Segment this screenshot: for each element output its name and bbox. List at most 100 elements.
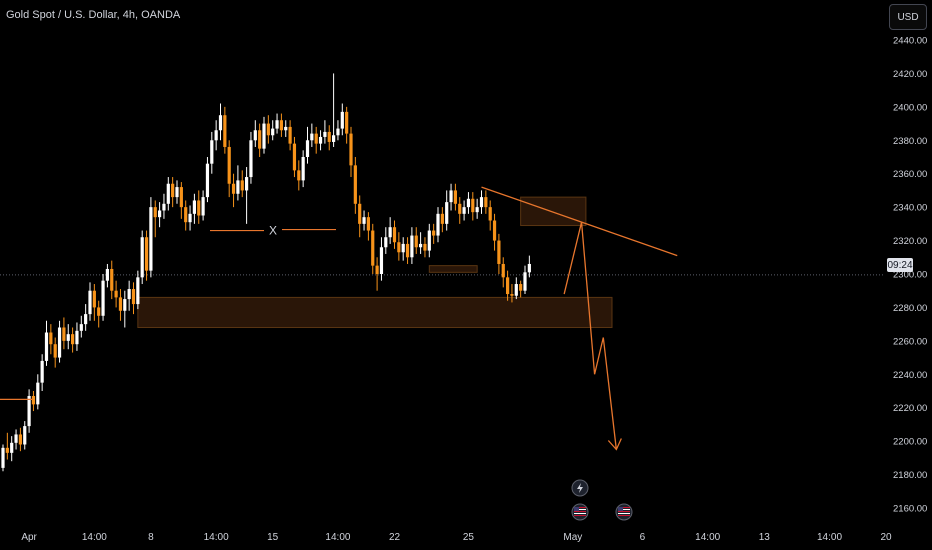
candle-body: [53, 344, 57, 358]
y-tick-label: 2300.00: [893, 270, 927, 281]
candle-body: [31, 396, 36, 405]
candle-body: [427, 230, 431, 251]
candle-body: [414, 235, 418, 248]
candle-body: [336, 128, 340, 136]
candle-body: [471, 198, 475, 213]
candle-body: [506, 277, 510, 295]
candle-body: [340, 111, 344, 129]
axes-layer: 2440.00 2420.00 2400.00 2380.00 2360.00 2340.…: [21, 36, 927, 544]
flag-canton: [574, 507, 579, 511]
candle-body: [84, 314, 88, 325]
candle-body: [223, 115, 227, 147]
candle-body: [419, 243, 423, 248]
candle-body: [153, 207, 157, 218]
resistance-zone: [520, 196, 587, 227]
candle-body: [197, 200, 201, 216]
candle-body: [523, 272, 527, 291]
flash-icon[interactable]: [571, 479, 589, 497]
candle-body: [218, 115, 223, 131]
candle-body: [162, 203, 166, 211]
candle-body: [301, 157, 305, 181]
candle-body: [10, 442, 14, 453]
candle-body: [475, 207, 479, 213]
flag-stripe: [574, 515, 586, 516]
candle-body: [158, 210, 162, 218]
us-flag-event-icon[interactable]: [571, 503, 589, 521]
candle-body: [266, 123, 270, 136]
x-tick-label: May: [563, 532, 582, 543]
candle-body: [171, 183, 175, 198]
candle-body: [205, 163, 210, 198]
candle-body: [179, 187, 183, 208]
candles-layer: [1, 73, 531, 472]
candle-body: [384, 237, 388, 248]
candle-body: [449, 190, 453, 203]
y-tick-label: 2440.00: [893, 36, 927, 47]
candle-body: [284, 126, 288, 131]
candle-body: [375, 265, 379, 274]
candle-body: [410, 235, 414, 258]
candle-body: [44, 332, 49, 361]
candle-body: [445, 202, 449, 224]
candle-body: [144, 237, 149, 271]
candle-body: [62, 327, 66, 341]
currency-button[interactable]: USD: [889, 4, 927, 30]
candle-body: [432, 230, 436, 236]
candle-body: [501, 263, 505, 278]
candle-body: [40, 360, 44, 383]
candle-body: [279, 120, 283, 131]
y-tick-label: 2180.00: [893, 470, 927, 481]
candle-body: [92, 290, 96, 308]
y-tick-label: 2320.00: [893, 236, 927, 247]
candle-body: [527, 263, 531, 273]
flag-stripe: [574, 507, 586, 508]
candle-body: [23, 426, 27, 445]
x-tick-label: 14:00: [82, 532, 107, 543]
candle-body: [184, 207, 188, 223]
candle-body: [366, 217, 370, 231]
candle-body: [323, 131, 327, 137]
candle-body: [401, 243, 405, 253]
candle-body: [297, 170, 301, 181]
candle-body: [345, 111, 349, 134]
flag-stripe: [574, 511, 586, 512]
candle-body: [79, 324, 83, 331]
x-tick-label: 14:00: [325, 532, 350, 543]
candle-body: [327, 131, 331, 142]
flag-stripe: [618, 509, 630, 510]
candle-body: [358, 203, 362, 224]
candle-body: [192, 200, 196, 214]
candle-body: [57, 327, 62, 358]
y-tick-label: 2380.00: [893, 136, 927, 147]
descending-trendline: [481, 186, 678, 257]
flag-stripe: [618, 507, 630, 508]
countdown-tag: 09:24: [887, 258, 913, 272]
candle-body: [318, 136, 323, 144]
x-tick-label: 15: [267, 532, 279, 543]
x-tick-label: 20: [880, 532, 892, 543]
candle-body: [310, 133, 314, 141]
flag-stripe: [574, 509, 586, 510]
candle-body: [14, 434, 18, 443]
candle-body: [245, 177, 249, 191]
x-tick-label: 22: [389, 532, 401, 543]
x-tick-label: 25: [463, 532, 475, 543]
candle-body: [149, 207, 153, 271]
x-tick-label: 14:00: [695, 532, 720, 543]
candle-body: [271, 128, 275, 136]
candle-body: [288, 126, 292, 144]
candle-body: [5, 447, 9, 453]
us-flag-event-icon[interactable]: [615, 503, 633, 521]
candle-body: [188, 213, 192, 223]
y-tick-label: 2160.00: [893, 504, 927, 515]
flag-canton: [618, 507, 623, 511]
candle-body: [514, 284, 518, 296]
x-tick-label: 8: [148, 532, 154, 543]
candle-body: [379, 247, 384, 274]
x-tick-label: Apr: [21, 532, 37, 543]
candle-body: [405, 243, 410, 258]
candle-body: [136, 277, 140, 305]
candle-body: [131, 289, 136, 305]
candle-body: [314, 133, 318, 144]
